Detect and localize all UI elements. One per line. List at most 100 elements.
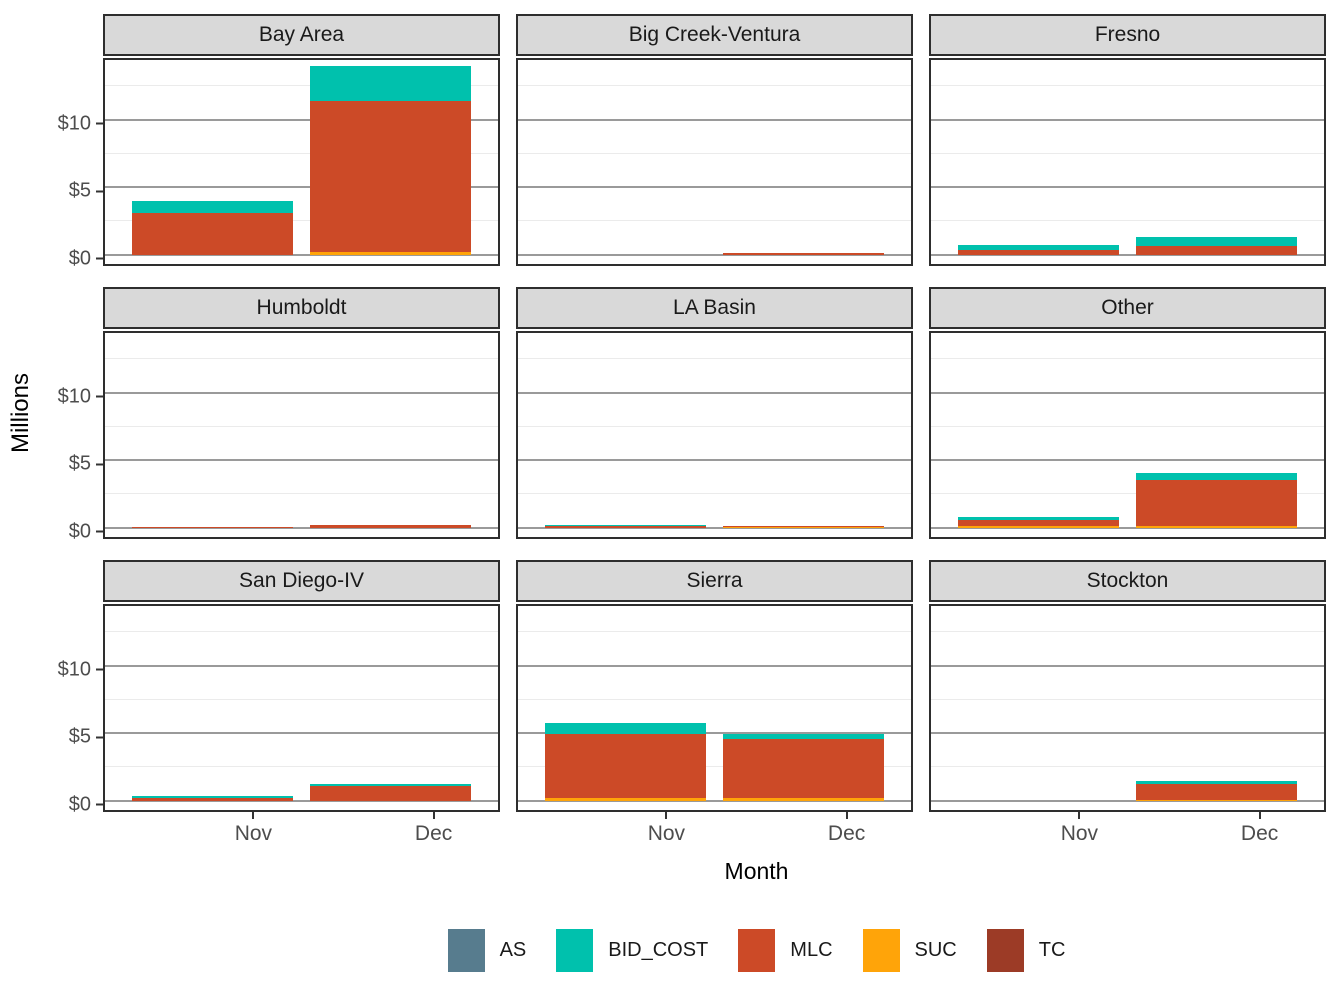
bar-segment-bid_cost-dec xyxy=(1136,236,1298,247)
y-tick-label: $5 xyxy=(68,452,91,475)
bar-segment-mlc-nov xyxy=(131,526,293,528)
gridline-major xyxy=(931,118,1324,121)
facet-la-basin: LA Basin xyxy=(516,287,913,539)
legend-swatch-as xyxy=(447,929,485,972)
gridline-minor xyxy=(518,698,911,700)
legend-swatch-suc xyxy=(862,929,900,972)
gridline-major xyxy=(931,732,1324,734)
gridline-major xyxy=(105,459,498,461)
facet-strip-label: San Diego-IV xyxy=(103,560,500,602)
facet-strip-label: LA Basin xyxy=(516,287,913,329)
gridline-minor xyxy=(518,220,911,222)
legend-item-suc: SUC xyxy=(862,929,957,972)
facet-row: $0 $5 $10 Humboldt LA Basin Other xyxy=(42,287,1344,542)
bar-segment-bid_cost-nov xyxy=(131,795,293,798)
bar-segment-mlc-nov xyxy=(957,520,1119,527)
facet-fresno: Fresno xyxy=(929,14,1326,266)
y-tick-mark xyxy=(96,736,103,738)
y-tick: $10 xyxy=(58,658,103,681)
y-tick-mark xyxy=(96,190,103,192)
bar-segment-bid_cost-nov xyxy=(544,524,706,527)
gridline-minor xyxy=(518,152,911,154)
gridline-minor xyxy=(931,152,1324,154)
y-axis-title-area: Millions xyxy=(0,14,42,812)
x-tick-mark xyxy=(252,812,255,819)
gridline-minor xyxy=(931,358,1324,360)
y-tick: $5 xyxy=(69,453,103,476)
facet-bay-area: Bay Area xyxy=(103,14,500,266)
y-tick-mark xyxy=(96,668,103,671)
gridline-major xyxy=(105,732,498,734)
facet-strip-label: Bay Area xyxy=(103,14,500,56)
y-tick: $5 xyxy=(69,726,103,749)
x-axis-cell: Nov Dec xyxy=(971,812,1344,856)
bar-segment-bid_cost-dec xyxy=(310,65,472,101)
gridline-minor xyxy=(931,493,1324,495)
legend: AS BID_COST MLC SUC TC xyxy=(145,929,1344,972)
facet-humboldt: Humboldt xyxy=(103,287,500,539)
y-axis-ticks: $0 $5 $10 xyxy=(42,604,103,815)
bar-segment-suc-dec xyxy=(1136,526,1298,528)
bar-segment-mlc-dec xyxy=(310,525,472,528)
gridline-major xyxy=(105,391,498,394)
facet-row: $0 $5 $10 San Diego-IV Sierra Stockton xyxy=(42,560,1344,815)
y-axis-title: Millions xyxy=(7,372,34,453)
gridline-minor xyxy=(105,631,498,633)
legend-swatch-mlc xyxy=(738,929,776,972)
gridline-minor xyxy=(518,85,911,87)
bar-segment-bid_cost-dec xyxy=(1136,472,1298,481)
bar-segment-mlc-dec xyxy=(723,253,885,255)
gridline-major xyxy=(931,459,1324,461)
gridline-minor xyxy=(105,425,498,427)
gridline-major xyxy=(105,118,498,121)
y-tick-mark xyxy=(96,463,103,465)
legend-label: AS xyxy=(499,939,527,961)
facet-panel xyxy=(516,58,913,266)
bar-segment-bid_cost-nov xyxy=(131,200,293,213)
gridline-minor xyxy=(105,85,498,87)
gridline-minor xyxy=(931,766,1324,768)
legend-item-tc: TC xyxy=(986,929,1065,972)
facet-panel xyxy=(103,58,500,266)
gridline-major xyxy=(931,799,1324,802)
gridline-major xyxy=(931,253,1324,256)
gridline-minor xyxy=(105,493,498,495)
bar-segment-bid_cost-dec xyxy=(310,783,472,786)
gridline-minor xyxy=(105,766,498,768)
plot-area: $0 $5 $10 Bay Area Big Creek-Ventura Fresno $0… xyxy=(42,14,1344,972)
gridline-major xyxy=(518,186,911,188)
gridline-major xyxy=(105,186,498,188)
y-axis-ticks: $0 $5 $10 xyxy=(42,58,103,269)
y-tick-label: $5 xyxy=(68,179,91,202)
y-tick-label: $0 xyxy=(68,520,91,542)
gridline-major xyxy=(105,664,498,667)
bar-segment-mlc-dec xyxy=(723,525,885,527)
bar-segment-bid_cost-dec xyxy=(723,734,885,740)
x-tick-label: Nov xyxy=(1060,822,1099,845)
x-axis: Nov Dec Nov Dec Nov Dec xyxy=(145,812,1344,856)
gridline-minor xyxy=(518,766,911,768)
gridline-minor xyxy=(518,358,911,360)
gridline-minor xyxy=(105,698,498,700)
x-tick-mark xyxy=(665,812,668,819)
gridline-major xyxy=(518,391,911,394)
bar-segment-mlc-nov xyxy=(131,797,293,801)
facet-strip-label: Stockton xyxy=(929,560,1326,602)
gridline-minor xyxy=(931,631,1324,633)
facet-panel xyxy=(103,331,500,539)
bar-segment-suc-dec xyxy=(1136,799,1298,801)
x-tick-label: Dec xyxy=(414,822,453,845)
bar-segment-suc-dec xyxy=(723,526,885,528)
y-tick-label: $0 xyxy=(68,247,91,269)
gridline-minor xyxy=(931,220,1324,222)
x-tick-mark xyxy=(1078,812,1081,819)
y-tick-label: $10 xyxy=(57,385,91,407)
gridline-major xyxy=(518,664,911,667)
gridline-minor xyxy=(931,425,1324,427)
bar-segment-mlc-nov xyxy=(544,526,706,528)
bar-segment-mlc-dec xyxy=(723,739,885,798)
x-axis-cell: Nov Dec xyxy=(145,812,542,856)
bar-segment-mlc-dec xyxy=(310,100,472,252)
gridline-major xyxy=(518,799,911,802)
facet-panel xyxy=(929,331,1326,539)
